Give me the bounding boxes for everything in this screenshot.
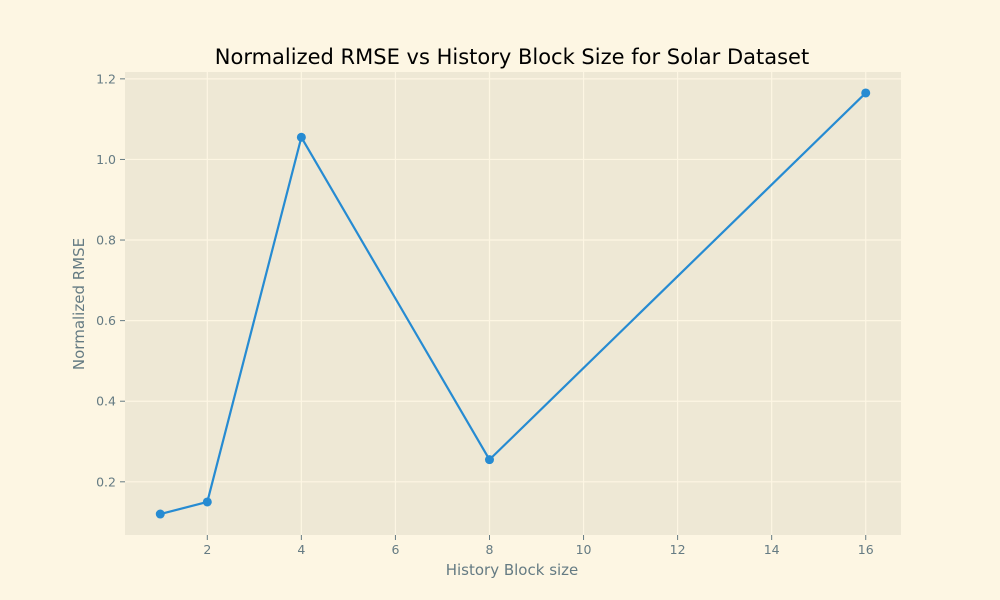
x-tick-label: 6 [391, 542, 399, 557]
x-tick-label: 16 [858, 542, 874, 557]
y-tick-label: 0.6 [96, 313, 116, 328]
y-tick-label: 1.0 [96, 152, 116, 167]
y-tick-label: 0.2 [96, 474, 116, 489]
x-axis-ticks: 2 4 6 8 10 12 14 16 [203, 535, 874, 557]
x-tick-label: 2 [203, 542, 211, 557]
x-tick-label: 12 [670, 542, 686, 557]
series [155, 88, 871, 519]
data-point [484, 455, 494, 465]
plot-area [125, 72, 901, 535]
y-tick-label: 0.4 [96, 394, 116, 409]
chart-title: Normalized RMSE vs History Block Size fo… [215, 45, 809, 69]
data-point [296, 132, 306, 142]
x-tick-label: 10 [576, 542, 592, 557]
data-point [202, 497, 212, 507]
y-tick-label: 1.2 [96, 71, 116, 86]
x-tick-label: 4 [297, 542, 305, 557]
data-point [155, 509, 165, 519]
x-axis-label: History Block size [446, 561, 579, 579]
x-tick-label: 8 [486, 542, 494, 557]
x-tick-label: 14 [764, 542, 780, 557]
y-axis-label: Normalized RMSE [70, 238, 88, 370]
y-tick-label: 0.8 [96, 233, 116, 248]
data-point [861, 88, 871, 98]
y-axis-ticks: 0.2 0.4 0.6 0.8 1.0 1.2 [96, 71, 125, 489]
